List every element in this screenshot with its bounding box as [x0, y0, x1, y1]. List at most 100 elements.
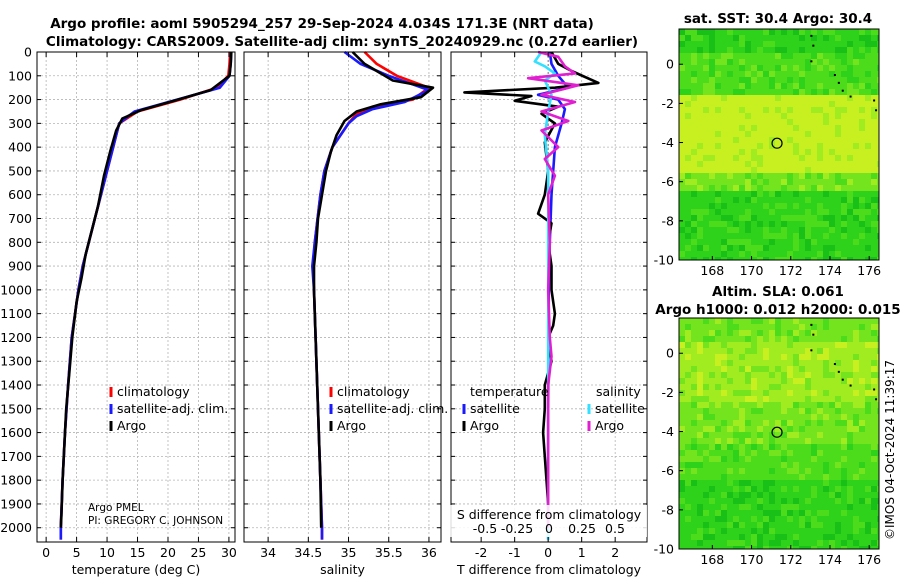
map-cell — [781, 71, 787, 77]
map-cell — [757, 456, 763, 462]
map-cell — [751, 89, 757, 95]
map-cell — [721, 47, 727, 53]
map-cell — [805, 161, 811, 167]
map-cell — [715, 462, 721, 468]
map-cell — [805, 167, 811, 173]
map-cell — [781, 510, 787, 516]
map-cell — [721, 197, 727, 203]
map-cell — [757, 227, 763, 233]
map-cell — [793, 450, 799, 456]
map-cell — [877, 227, 879, 233]
map-cell — [703, 384, 709, 390]
map-cell — [691, 71, 697, 77]
map-cell — [787, 444, 793, 450]
map-cell — [829, 203, 835, 209]
map-cell — [751, 348, 757, 354]
map-cell — [679, 155, 685, 161]
map-y-tick-label: -4 — [662, 135, 675, 150]
map-cell — [841, 456, 847, 462]
map-cell — [853, 77, 859, 83]
map-cell — [799, 245, 805, 251]
map-cell — [829, 29, 835, 35]
map-cell — [733, 77, 739, 83]
map-cell — [763, 53, 769, 59]
map-cell — [817, 486, 823, 492]
map-cell — [745, 342, 751, 348]
map-cell — [715, 65, 721, 71]
map-cell — [691, 125, 697, 131]
map-cell — [721, 95, 727, 101]
map-cell — [835, 71, 841, 77]
map-cell — [745, 366, 751, 372]
map-cell — [805, 444, 811, 450]
map-cell — [721, 107, 727, 113]
map-cell — [697, 173, 703, 179]
map-cell — [685, 486, 691, 492]
map-cell — [835, 239, 841, 245]
map-cell — [763, 510, 769, 516]
map-cell — [787, 516, 793, 522]
map-cell — [715, 203, 721, 209]
map-cell — [679, 197, 685, 203]
map-cell — [721, 161, 727, 167]
map-cell — [697, 408, 703, 414]
map-cell — [847, 53, 853, 59]
map-cell — [691, 137, 697, 143]
secondary-tick-label: 0 — [545, 521, 553, 536]
map-cell — [745, 83, 751, 89]
map-cell — [763, 528, 769, 534]
map-cell — [733, 95, 739, 101]
map-cell — [763, 324, 769, 330]
map-cell — [697, 125, 703, 131]
map-cell — [769, 390, 775, 396]
map-cell — [733, 119, 739, 125]
map-cell — [877, 239, 879, 245]
map-cell — [781, 119, 787, 125]
map-cell — [799, 173, 805, 179]
map-cell — [793, 414, 799, 420]
map-cell — [709, 438, 715, 444]
map-cell — [793, 89, 799, 95]
map-cell — [721, 444, 727, 450]
map-cell — [775, 191, 781, 197]
map-cell — [697, 41, 703, 47]
map-cell — [817, 450, 823, 456]
map-cell — [829, 215, 835, 221]
map-cell — [733, 540, 739, 546]
map-cell — [877, 83, 879, 89]
map-cell — [703, 221, 709, 227]
map-cell — [715, 474, 721, 480]
map-cell — [691, 420, 697, 426]
map-cell — [811, 29, 817, 35]
map-cell — [679, 456, 685, 462]
map-cell — [679, 209, 685, 215]
map-cell — [733, 125, 739, 131]
map-cell — [739, 396, 745, 402]
map-cell — [727, 131, 733, 137]
map-cell — [775, 492, 781, 498]
map-cell — [745, 462, 751, 468]
map-cell — [775, 125, 781, 131]
map-cell — [865, 41, 871, 47]
map-cell — [769, 77, 775, 83]
map-cell — [799, 480, 805, 486]
map-cell — [841, 77, 847, 83]
map-cell — [865, 378, 871, 384]
map-cell — [691, 65, 697, 71]
map-cell — [679, 149, 685, 155]
map-cell — [859, 131, 865, 137]
map-y-tick-label: -4 — [662, 424, 675, 439]
map-cell — [691, 113, 697, 119]
map-cell — [685, 498, 691, 504]
map-cell — [763, 233, 769, 239]
map-cell — [817, 185, 823, 191]
map-cell — [799, 330, 805, 336]
series-line-argo — [59, 51, 233, 528]
map-cell — [733, 510, 739, 516]
map-cell — [739, 372, 745, 378]
map-cell — [763, 360, 769, 366]
map-cell — [841, 348, 847, 354]
map-cell — [727, 35, 733, 41]
map-cell — [775, 107, 781, 113]
map-cell — [721, 492, 727, 498]
